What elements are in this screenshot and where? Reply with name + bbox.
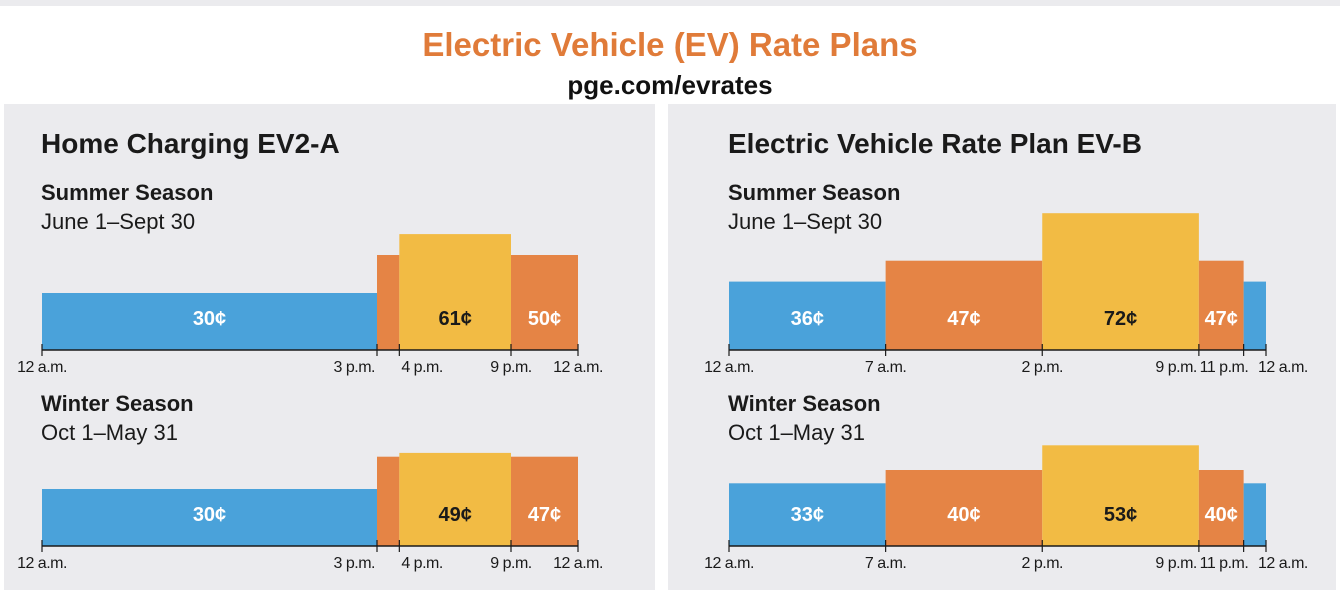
rate-label: 72¢: [1104, 308, 1137, 330]
tick-label: 12 a.m.: [553, 555, 603, 572]
rate-label: 47¢: [528, 504, 561, 526]
tick-label: 12 a.m.: [553, 359, 603, 376]
header: Electric Vehicle (EV) Rate Plans pge.com…: [4, 8, 1336, 102]
tick-label: 9 p.m.: [1155, 359, 1196, 376]
rate-bar-partpeak: [885, 260, 1043, 350]
rate-label: 40¢: [1205, 504, 1238, 526]
tick-label: 11 p.m.: [1200, 555, 1249, 572]
tick-label: 4 p.m.: [401, 359, 442, 376]
tick-label: 12 a.m.: [17, 555, 67, 572]
rate-bar-offpeak: [729, 483, 886, 546]
tick-label: 3 p.m.: [334, 555, 375, 572]
rate-label: 36¢: [791, 308, 824, 330]
rate-bar-offpeak: [42, 489, 377, 546]
rate-bar-partpeak: [377, 255, 400, 350]
rate-bar-offpeak: [1243, 483, 1266, 546]
rate-bar-offpeak: [729, 281, 886, 350]
tick-label: 2 p.m.: [1022, 359, 1063, 376]
season-title: Summer Season: [41, 180, 213, 205]
season-title: Summer Season: [728, 180, 900, 205]
plan-title: Home Charging EV2-A: [41, 128, 340, 159]
rate-bar-peak: [1042, 445, 1199, 546]
rate-label: 53¢: [1104, 504, 1137, 526]
rate-bar-offpeak: [42, 293, 377, 350]
rate-label: 30¢: [193, 308, 226, 330]
tick-label: 12 a.m.: [1258, 359, 1308, 376]
rate-label: 49¢: [438, 504, 471, 526]
rate-label: 30¢: [193, 504, 226, 526]
rate-chart: Winter Season Oct 1–May 31 33¢ 40¢ 53¢ 40¢ 12 …: [704, 391, 1308, 572]
rate-label: 47¢: [1205, 308, 1238, 330]
rate-bar-partpeak: [511, 456, 578, 546]
tick-label: 12 a.m.: [1258, 555, 1308, 572]
tick-label: 7 a.m.: [865, 359, 906, 376]
top-strip: [0, 0, 1340, 6]
tick-label: 9 p.m.: [1155, 555, 1196, 572]
rate-bar-partpeak: [1198, 260, 1244, 350]
rate-label: 50¢: [528, 308, 561, 330]
tick-label: 9 p.m.: [490, 359, 531, 376]
rate-bar-partpeak: [511, 255, 578, 350]
ev2a-svg: Home Charging EV2-A Summer Season June 1–…: [17, 128, 603, 572]
season-dates: Oct 1–May 31: [728, 420, 865, 445]
rate-label: 40¢: [947, 504, 980, 526]
tick-label: 2 p.m.: [1022, 555, 1063, 572]
season-dates: June 1–Sept 30: [728, 209, 882, 234]
season-dates: Oct 1–May 31: [41, 420, 178, 445]
rate-bar-peak: [399, 234, 511, 350]
rate-label: 33¢: [791, 504, 824, 526]
panel-ev2a: Home Charging EV2-A Summer Season June 1–…: [4, 104, 655, 590]
rate-chart: Winter Season Oct 1–May 31 30¢ 49¢ 47¢ 12 a.m…: [17, 391, 603, 572]
evb-svg: Electric Vehicle Rate Plan EV-B Summer S…: [704, 128, 1308, 572]
panel-evb: Electric Vehicle Rate Plan EV-B Summer S…: [668, 104, 1336, 590]
rate-bar-peak: [399, 452, 511, 546]
season-dates: June 1–Sept 30: [41, 209, 195, 234]
tick-label: 12 a.m.: [704, 555, 754, 572]
tick-label: 11 p.m.: [1200, 359, 1249, 376]
page-url: pge.com/evrates: [567, 70, 773, 100]
rate-bar-partpeak: [885, 470, 1043, 546]
rate-label: 61¢: [438, 308, 471, 330]
rate-bar-partpeak: [1198, 470, 1244, 546]
tick-label: 4 p.m.: [401, 555, 442, 572]
rate-label: 47¢: [947, 308, 980, 330]
rate-bar-peak: [1042, 213, 1199, 350]
tick-label: 9 p.m.: [490, 555, 531, 572]
rate-chart: Summer Season June 1–Sept 30 36¢ 47¢ 72¢ 47¢ 1…: [704, 180, 1308, 376]
tick-label: 12 a.m.: [704, 359, 754, 376]
rate-bar-partpeak: [377, 456, 400, 546]
page-title: Electric Vehicle (EV) Rate Plans: [422, 26, 918, 63]
plan-title: Electric Vehicle Rate Plan EV-B: [728, 128, 1142, 159]
season-title: Winter Season: [728, 391, 881, 416]
tick-label: 3 p.m.: [334, 359, 375, 376]
season-title: Winter Season: [41, 391, 194, 416]
rate-bar-offpeak: [1243, 281, 1266, 350]
rate-chart: Summer Season June 1–Sept 30 30¢ 61¢ 50¢ 12 a…: [17, 180, 603, 376]
tick-label: 7 a.m.: [865, 555, 906, 572]
tick-label: 12 a.m.: [17, 359, 67, 376]
